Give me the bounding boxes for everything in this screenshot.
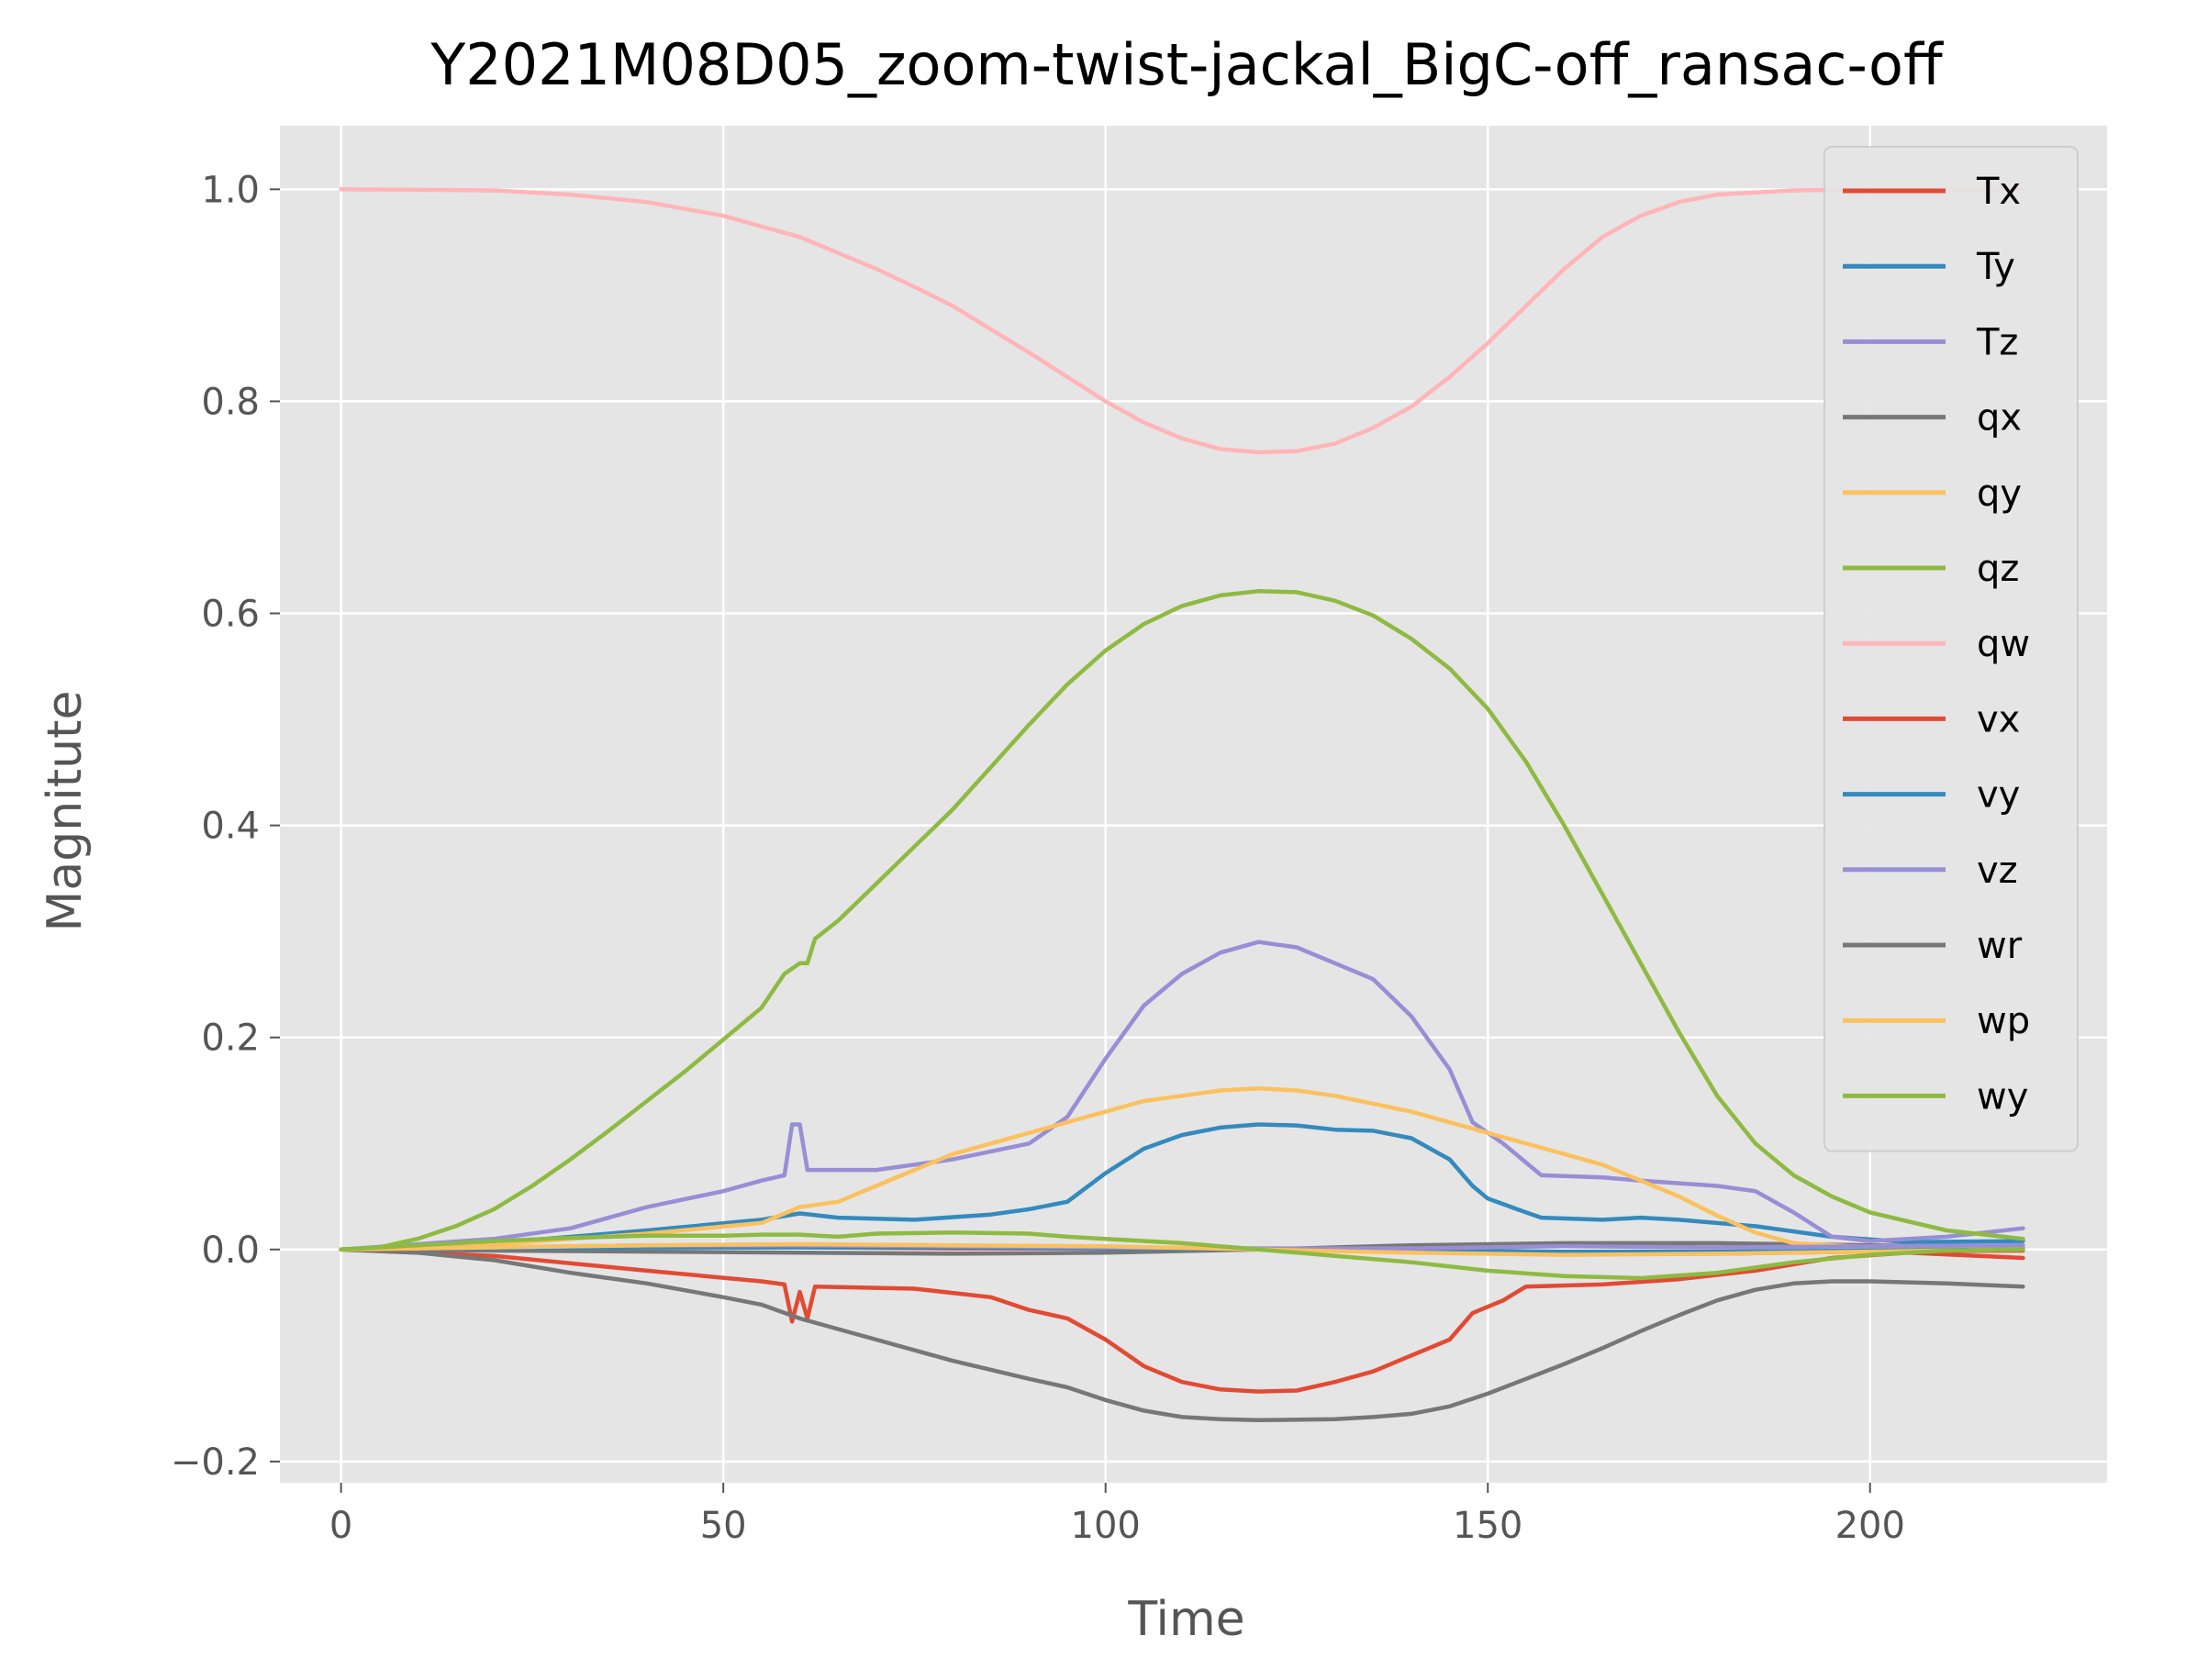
series-line-qy [339,1085,2025,1252]
legend-label-Ty: Ty [1976,246,2015,288]
legend-label-qz: qz [1977,548,2019,590]
legend-label-wp: wp [1977,1000,2030,1042]
legend-label-wy: wy [1977,1075,2028,1118]
y-tick-label: 0.4 [201,806,260,848]
y-tick-label: −0.2 [171,1441,260,1484]
y-tick-label: 1.0 [201,169,260,211]
legend-frame [1823,146,2079,1152]
x-tick-label: 0 [329,1505,352,1547]
series-line-wy [339,1230,2025,1281]
plot-area [280,126,2107,1483]
series-line-qx [339,1241,2025,1256]
y-axis-label: Magnitute [38,691,93,932]
series-line-qw [339,187,2025,455]
y-tick-label: 0.0 [201,1229,260,1272]
series-line-qz [339,589,2025,1252]
legend-label-wr: wr [1977,925,2023,967]
y-tick-label: 0.8 [201,381,260,423]
legend-label-vx: vx [1977,698,2020,740]
x-axis-label: Time [1127,1592,1244,1647]
legend-label-Tz: Tz [1976,321,2018,363]
legend-label-qy: qy [1977,473,2022,515]
legend: Tx Ty Tz qx qy qz qw vx vy vz wr wp wy [1823,146,2079,1152]
x-tick-label: 100 [1071,1505,1141,1547]
y-tick-label: 0.6 [201,594,260,636]
x-axis: 0 50 100 150 200 [329,1483,1905,1547]
y-axis: −0.2 0.0 0.2 0.4 0.6 0.8 1.0 [171,169,280,1484]
legend-label-vy: vy [1977,774,2020,817]
series-line-wr [339,1247,2025,1423]
x-tick-label: 150 [1453,1505,1522,1547]
chart-title: Y2021M08D05_zoom-twist-jackal_BigC-off_r… [429,31,1944,98]
series-line-Ty [339,1122,2025,1252]
series-line-wp [339,1241,2025,1257]
series-line-Tz [339,940,2025,1252]
legend-label-qw: qw [1977,623,2030,665]
y-tick-label: 0.2 [201,1018,260,1060]
x-tick-label: 200 [1835,1505,1905,1547]
legend-label-vz: vz [1977,850,2018,892]
legend-label-Tx: Tx [1976,171,2021,213]
x-tick-label: 50 [700,1505,747,1547]
legend-label-qx: qx [1977,397,2022,439]
series-layer [339,187,2025,1423]
